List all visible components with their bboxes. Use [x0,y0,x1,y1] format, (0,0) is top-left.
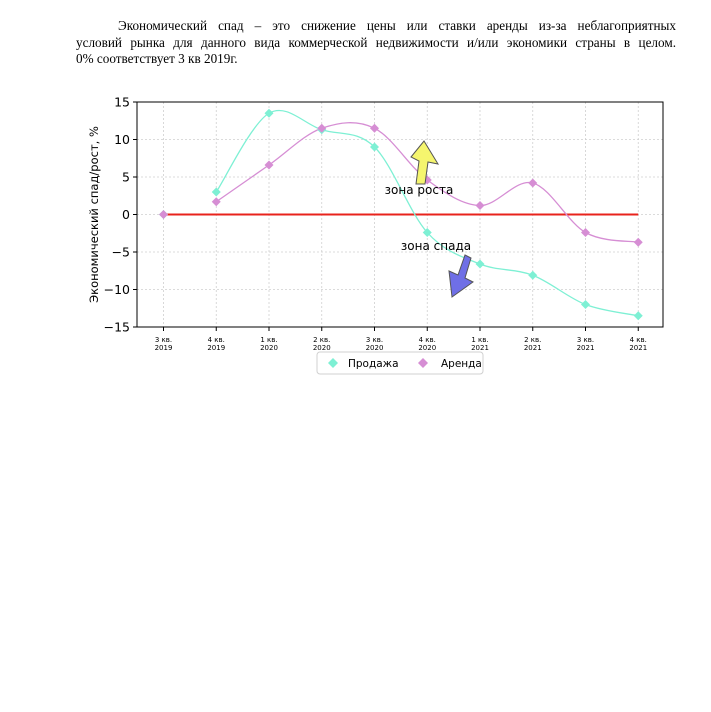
x-tick-label-year: 2021 [524,344,542,352]
x-tick-label-year: 2020 [418,344,436,352]
x-tick-label-quarter: 3 кв. [577,336,594,344]
y-tick-label: −15 [104,320,130,335]
legend-item-sale: Продажа [328,358,399,370]
point-rent [528,178,538,188]
y-axis: 15 10 5 0 −5 −10 −15 [104,95,137,335]
y-tick-label: −10 [104,282,130,297]
x-tick-label-year: 2021 [471,344,489,352]
x-tick-label-year: 2020 [313,344,331,352]
paragraph-line-2: условий рынка для данного вида коммерчес… [76,34,676,50]
paragraph-line-1: Экономический спад – это снижение цены и… [118,18,676,33]
y-tick-label: 10 [114,132,130,147]
up-arrow-icon [410,140,440,185]
x-tick-label-quarter: 4 кв. [630,336,647,344]
paragraph-line-3: 0% соответствует 3 кв 2019г. [76,51,238,66]
y-axis-label: Экономический спад/рост, % [87,126,101,303]
x-tick-label-year: 2021 [629,344,647,352]
point-rent [370,123,379,133]
x-tick-label-quarter: 4 кв. [419,336,436,344]
point-rent [633,237,643,247]
point-sale [370,142,379,152]
point-rent [264,160,274,170]
growth-zone-label: зона роста [385,183,454,197]
x-tick-label-year: 2019 [207,344,225,352]
growth-zone-annotation: зона роста [385,140,454,197]
point-sale [633,311,643,321]
point-sale [264,108,274,118]
x-tick-label-year: 2019 [155,344,173,352]
y-tick-label: −5 [112,245,130,260]
x-tick-label-quarter: 3 кв. [155,336,172,344]
x-tick-label-year: 2020 [366,344,384,352]
x-tick-label-quarter: 2 кв. [524,336,541,344]
y-tick-label: 0 [122,207,130,222]
point-rent [211,197,221,207]
point-sale [422,228,432,237]
x-tick-label-quarter: 3 кв. [366,336,383,344]
point-sale [211,187,221,197]
legend-label-sale: Продажа [348,358,399,370]
series-line-sale [215,109,639,317]
point-sale [581,300,590,309]
decline-zone-annotation: зона спада [401,239,474,298]
x-tick-label-quarter: 4 кв. [208,336,225,344]
x-tick-label-quarter: 1 кв. [260,336,277,344]
legend-item-rent: Аренда [418,358,482,370]
legend-marker-sale [328,358,338,368]
series-layer [159,108,643,321]
point-sale [475,259,485,269]
x-tick-label-quarter: 1 кв. [471,336,488,344]
legend-frame [316,351,484,375]
description-paragraph: Экономический спад – это снижение цены и… [76,18,676,68]
point-rent [475,201,485,210]
legend-label-rent: Аренда [441,358,482,370]
decline-zone-label: зона спада [401,239,471,253]
point-rent [317,123,327,133]
down-arrow-icon [448,254,474,298]
point-rent [159,210,168,219]
legend: Продажа Аренда [316,351,484,375]
legend-marker-rent [418,358,428,368]
point-rent [581,228,590,237]
x-tick-label-year: 2021 [577,344,595,352]
y-tick-label: 15 [114,95,130,110]
x-tick-label-quarter: 2 кв. [313,336,330,344]
point-sale [528,270,538,280]
x-tick-label-year: 2020 [260,344,278,352]
y-tick-label: 5 [122,170,130,185]
